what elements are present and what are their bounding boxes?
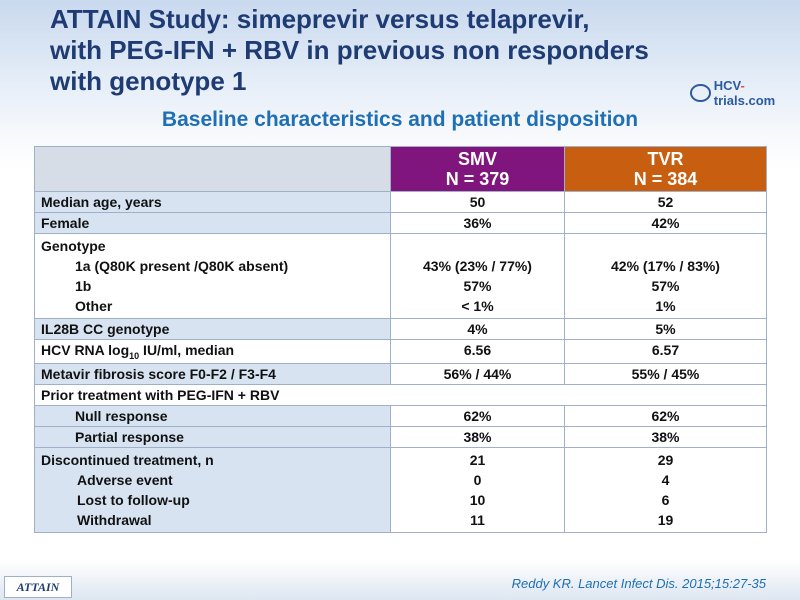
smv-value-age: 50 [390,191,565,213]
tvr-genotype-1b: 57% [651,278,680,294]
footer-background [0,560,800,600]
slide-title-line-2: with PEG-IFN + RBV in previous non respo… [50,35,649,65]
tvr-discontinued-adverse: 4 [661,471,670,488]
tvr-value-age: 52 [564,191,767,213]
tvr-header-n: N = 384 [633,169,698,189]
genotype-sub-other: Other [75,298,113,314]
tvr-header: TVR N = 384 [564,146,767,192]
smv-value-genotype: 43% (23% / 77%) 57% < 1% [390,233,565,319]
smv-value-partial-response: 38% [390,425,565,448]
genotype-sub-1b: 1b [75,278,92,294]
table-row-female: Female 36% 42% [34,212,767,234]
slide-title-line-1: ATTAIN Study: simeprevir versus telaprev… [50,4,590,34]
smv-genotype-other: < 1% [461,298,494,314]
smv-discontinued-withdrawal: 11 [470,511,485,528]
table-row-hcv-rna: HCV RNA log10 IU/ml, median 6.56 6.57 [34,339,767,364]
smv-discontinued-total: 21 [469,451,486,468]
hcv-logo-icon [690,84,711,102]
table-row-genotype: Genotype 1a (Q80K present /Q80K absent) … [34,233,767,319]
table-row-discontinued: Discontinued treatment, n Adverse event … [34,446,767,533]
smv-value-discontinued: 21 0 10 11 [390,446,565,533]
smv-header-name: SMV [457,149,497,169]
row-label-discontinued: Discontinued treatment, n Adverse event … [34,446,391,533]
smv-header-n: N = 379 [445,169,510,189]
smv-genotype-1a: 43% (23% / 77%) [423,258,532,274]
discontinued-label: Discontinued treatment, n [41,451,214,468]
tvr-discontinued-total: 29 [657,451,674,468]
tvr-value-partial-response: 38% [564,425,767,448]
header-background [0,0,800,170]
table-row-metavir: Metavir fibrosis score F0-F2 / F3-F4 56%… [34,362,767,385]
discontinued-sub-lost: Lost to follow-up [77,491,190,508]
smv-header: SMV N = 379 [390,146,565,192]
row-label-female: Female [34,212,391,234]
tvr-value-null-response: 62% [564,404,767,427]
tvr-discontinued-withdrawal: 19 [657,511,674,528]
row-label-partial-response: Partial response [34,425,391,448]
smv-discontinued-adverse: 0 [473,471,482,488]
smv-value-null-response: 62% [390,404,565,427]
hcv-logo-text: HCV-trials.com [713,78,776,108]
tvr-value-female: 42% [564,212,767,234]
row-label-age: Median age, years [34,191,391,213]
tvr-value-hcv-rna: 6.57 [564,339,767,364]
smv-discontinued-lost: 10 [469,491,486,508]
smv-value-female: 36% [390,212,565,234]
row-label-metavir: Metavir fibrosis score F0-F2 / F3-F4 [34,362,391,385]
smv-genotype-1b: 57% [463,278,492,294]
table-row-null-response: Null response 62% 62% [34,404,767,427]
tvr-header-name: TVR [647,149,684,169]
tvr-value-il28b: 5% [564,318,767,340]
row-label-hcv-rna: HCV RNA log10 IU/ml, median [34,339,391,364]
slide-title: ATTAIN Study: simeprevir versus telaprev… [50,4,750,97]
genotype-label: Genotype [41,238,106,254]
discontinued-sub-withdrawal: Withdrawal [77,511,152,528]
study-tag: ATTAIN [4,576,72,598]
table-row-age: Median age, years 50 52 [34,191,767,213]
table-corner-cell [34,146,391,192]
tvr-value-discontinued: 29 4 6 19 [564,446,767,533]
table-row-il28b: IL28B CC genotype 4% 5% [34,318,767,340]
tvr-discontinued-lost: 6 [661,491,670,508]
smv-value-il28b: 4% [390,318,565,340]
row-label-prior-treatment: Prior treatment with PEG-IFN + RBV [34,383,767,406]
tvr-genotype-1a: 42% (17% / 83%) [611,258,720,274]
row-label-null-response: Null response [34,404,391,427]
slide-subtitle: Baseline characteristics and patient dis… [161,108,639,131]
row-label-genotype: Genotype 1a (Q80K present /Q80K absent) … [34,233,391,319]
tvr-value-genotype: 42% (17% / 83%) 57% 1% [564,233,767,319]
baseline-table: SMV N = 379 TVR N = 384 Median age, year… [34,146,767,533]
row-label-il28b: IL28B CC genotype [34,318,391,340]
smv-value-hcv-rna: 6.56 [390,339,565,364]
slide-title-line-3: with genotype 1 [50,66,247,96]
tvr-genotype-other: 1% [655,298,676,314]
hcv-trials-logo: HCV-trials.com [690,78,800,108]
table-row-prior-treatment: Prior treatment with PEG-IFN + RBV [34,383,767,406]
discontinued-sub-adverse: Adverse event [77,471,173,488]
citation: Reddy KR. Lancet Infect Dis. 2015;15:27-… [511,576,766,591]
smv-value-metavir: 56% / 44% [390,362,565,385]
table-row-partial-response: Partial response 38% 38% [34,425,767,448]
tvr-value-metavir: 55% / 45% [564,362,767,385]
genotype-sub-1a: 1a (Q80K present /Q80K absent) [75,258,289,274]
